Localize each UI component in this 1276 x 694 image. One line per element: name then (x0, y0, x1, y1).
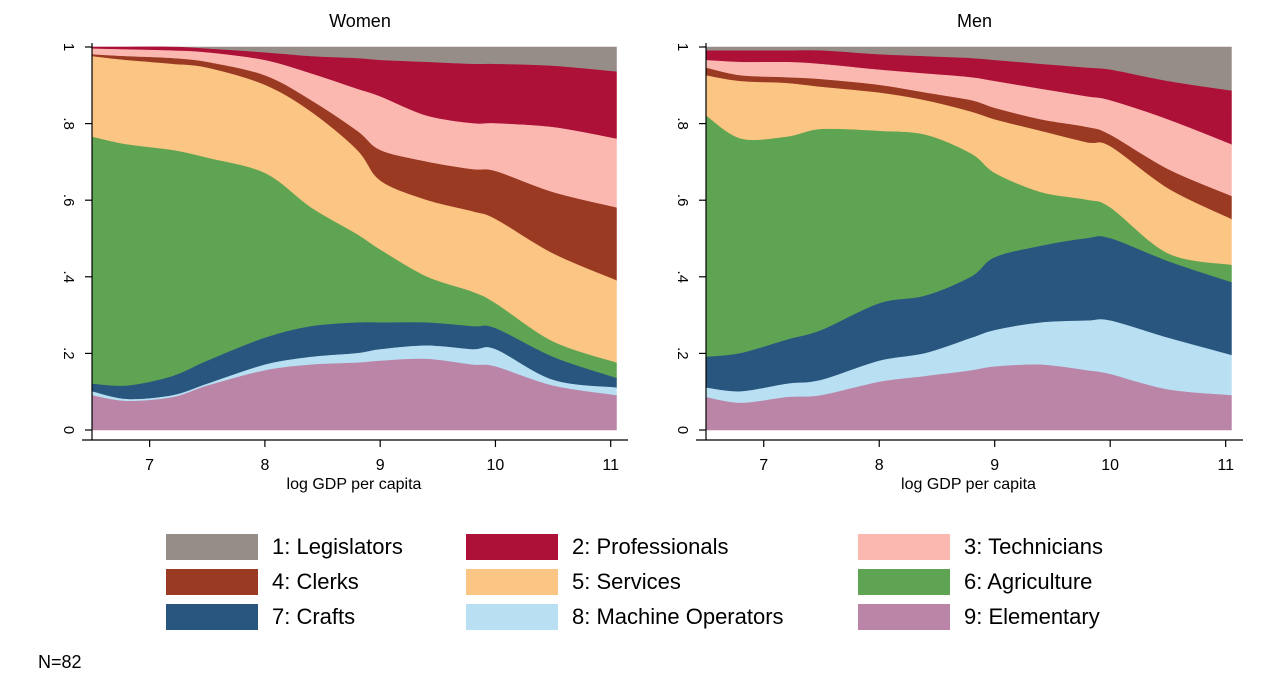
legend: 1: Legislators 2: Professionals 3: Technic… (166, 534, 1166, 634)
legend-label: 6: Agriculture (964, 569, 1093, 594)
legend-swatch (466, 604, 558, 630)
legend-swatch (166, 534, 258, 560)
y-tick-label: .4 (674, 271, 691, 284)
x-tick-label: 8 (875, 457, 884, 474)
legend-swatch (858, 569, 950, 595)
legend-item: 1: Legislators (166, 534, 403, 560)
legend-item: 9: Elementary (858, 604, 1100, 630)
legend-label: 4: Clerks (272, 569, 359, 594)
y-tick-label: 0 (60, 426, 77, 434)
y-tick-label: .2 (60, 347, 77, 360)
area-elementary (705, 364, 1232, 431)
x-tick-label: 11 (1217, 457, 1234, 474)
legend-item: 4: Clerks (166, 569, 359, 595)
legend-swatch (858, 604, 950, 630)
x-tick-label: 7 (759, 457, 768, 474)
legend-swatch (166, 569, 258, 595)
y-tick-label: .6 (674, 194, 691, 207)
y-tick-label: .8 (674, 117, 691, 130)
area-elementary (91, 358, 617, 431)
x-tick-label: 11 (602, 457, 619, 474)
y-tick-label: .6 (60, 194, 77, 207)
x-tick-label: 10 (1101, 457, 1119, 474)
legend-label: 7: Crafts (272, 604, 356, 629)
x-tick-label: 7 (145, 457, 154, 474)
y-tick-label: 1 (674, 43, 691, 51)
x-tick-label: 9 (376, 457, 385, 474)
x-tick-label: 10 (487, 457, 505, 474)
x-axis-label: log GDP per capita (901, 476, 1036, 493)
legend-label: 8: Machine Operators (572, 604, 784, 629)
legend-item: 6: Agriculture (858, 569, 1092, 595)
legend-item: 3: Technicians (858, 534, 1103, 560)
panel-men: Men 0 .2 .4 .6 .8 1 7 8 9 10 11 log GDP per capita (674, 11, 1243, 493)
legend-item: 5: Services (466, 569, 681, 595)
legend-item: 8: Machine Operators (466, 604, 784, 630)
legend-swatch (858, 534, 950, 560)
legend-label: 1: Legislators (272, 534, 403, 559)
legend-swatch (466, 534, 558, 560)
legend-label: 5: Services (572, 569, 681, 594)
y-tick-label: 1 (60, 43, 77, 51)
y-tick-label: .2 (674, 347, 691, 360)
legend-label: 2: Professionals (572, 534, 729, 559)
legend-swatch (166, 604, 258, 630)
y-tick-label: 0 (674, 426, 691, 434)
panel-women: Women 0 .2 .4 .6 .8 1 7 8 9 10 11 log GDP per capita (60, 11, 628, 493)
x-axis-label: log GDP per capita (287, 476, 422, 493)
legend-item: 2: Professionals (466, 534, 729, 560)
sample-size-note: N=82 (38, 652, 82, 672)
y-tick-label: .4 (60, 271, 77, 284)
panel-title: Men (957, 11, 992, 31)
panel-title: Women (329, 11, 391, 31)
legend-item: 7: Crafts (166, 604, 355, 630)
y-tick-label: .8 (60, 117, 77, 130)
legend-swatch (466, 569, 558, 595)
x-tick-label: 8 (260, 457, 269, 474)
x-tick-label: 9 (990, 457, 999, 474)
legend-label: 3: Technicians (964, 534, 1104, 559)
legend-label: 9: Elementary (964, 604, 1100, 629)
